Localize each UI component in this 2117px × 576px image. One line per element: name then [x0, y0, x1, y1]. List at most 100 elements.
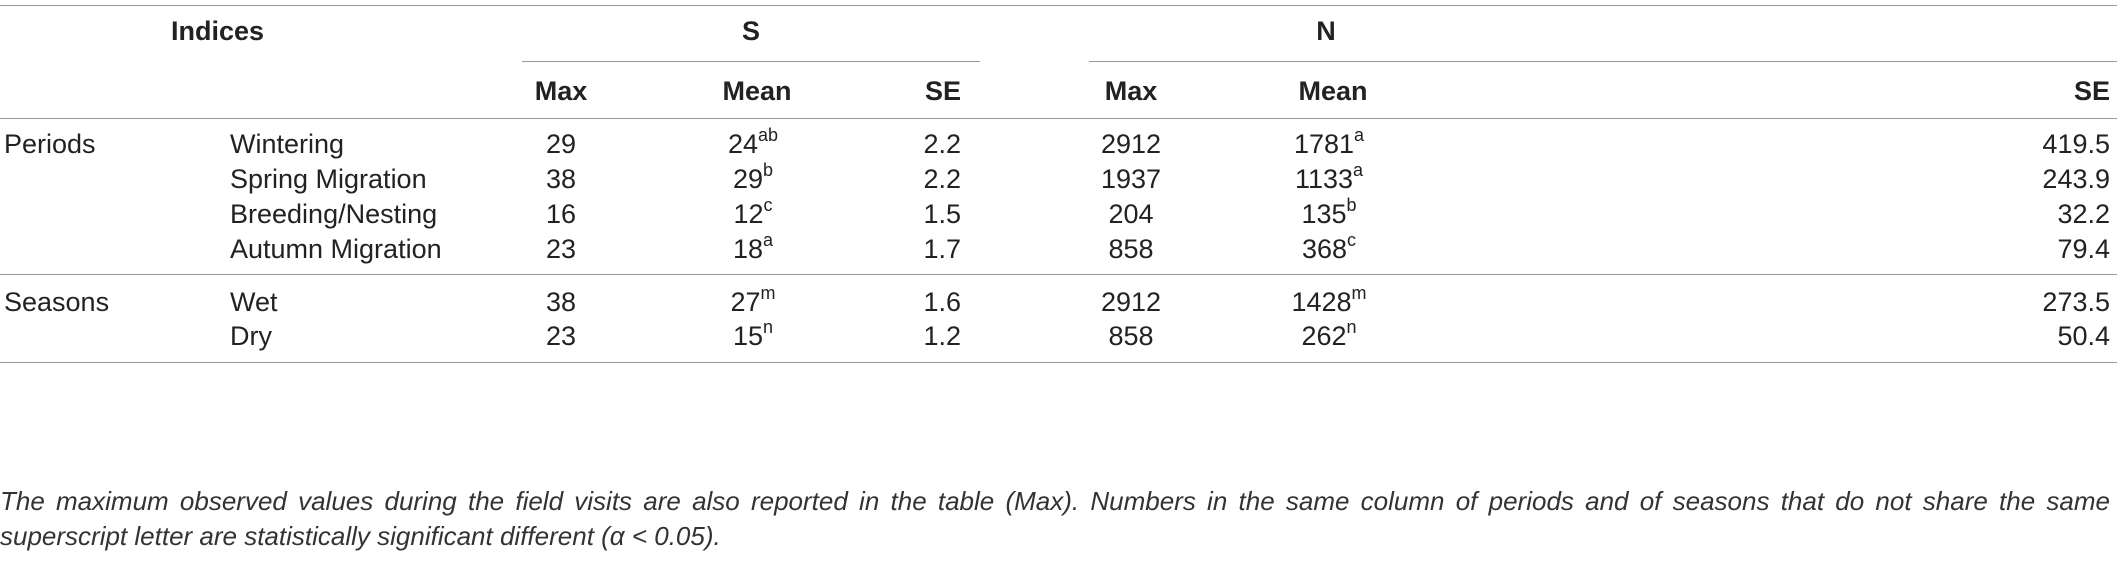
- n-mean-cell: 1133a: [1295, 160, 1364, 196]
- s-se-cell: 1.7: [923, 232, 961, 266]
- n-max-cell: 204: [1108, 197, 1153, 231]
- n-mean-cell: 135b: [1301, 196, 1356, 231]
- row-label: Wintering: [230, 127, 344, 161]
- n-se-cell: 243.9: [2042, 162, 2110, 196]
- s-se-cell: 2.2: [923, 162, 961, 196]
- s-max-cell-value: 38: [545, 164, 577, 194]
- s-mean-cell: 12c: [733, 195, 773, 231]
- s-mean-cell-value: 15: [732, 321, 764, 351]
- s-group-rule: [522, 61, 980, 62]
- s-max-cell: 29: [546, 127, 576, 161]
- s-max-cell: 38: [546, 285, 576, 319]
- significance-letter: m: [1351, 283, 1367, 303]
- significance-letter: m: [760, 283, 776, 303]
- significance-letter: n: [1346, 317, 1357, 337]
- n-mean-cell-value: 368: [1301, 234, 1348, 264]
- row-label-value: Wet: [230, 287, 278, 317]
- s-mean-header: Mean: [722, 76, 792, 106]
- s-max-cell: 23: [546, 319, 576, 353]
- n-max-cell: 858: [1108, 319, 1153, 353]
- row-label-value: Autumn Migration: [230, 234, 442, 264]
- row-label: Dry: [230, 319, 272, 353]
- significance-letter: n: [763, 317, 774, 337]
- s-mean-cell-value: 12: [733, 199, 764, 229]
- n-se-cell-value: 50.4: [2057, 321, 2110, 351]
- n-max-cell: 858: [1108, 232, 1153, 266]
- n-mean-cell: 1428m: [1291, 283, 1367, 319]
- n-se-cell-value: 273.5: [2042, 287, 2110, 317]
- n-mean-cell: 1781a: [1294, 125, 1365, 161]
- s-max-cell-value: 16: [545, 199, 577, 229]
- significance-letter: a: [1353, 160, 1364, 180]
- row-label: Breeding/Nesting: [230, 197, 437, 231]
- s-max-cell: 38: [546, 162, 576, 196]
- n-max-header: Max: [1104, 76, 1158, 106]
- n-se-cell: 50.4: [2057, 319, 2110, 353]
- n-max-cell: 2912: [1101, 285, 1161, 319]
- periods-seasons-divider: [0, 274, 2117, 275]
- n-se-cell-value: 243.9: [2042, 164, 2110, 194]
- s-mean-cell: 15n: [732, 317, 774, 353]
- row-label: Wet: [230, 285, 278, 319]
- s-mean-cell: 29b: [732, 160, 774, 196]
- significance-letter: ab: [758, 125, 779, 145]
- n-mean-cell-value: 262: [1301, 321, 1347, 351]
- n-group-rule: [1089, 61, 2117, 62]
- n-mean-cell-value: 135: [1301, 199, 1347, 229]
- significance-letter: c: [763, 195, 773, 215]
- s-se-cell-value: 1.2: [923, 321, 961, 351]
- s-max-cell-value: 29: [545, 129, 577, 159]
- n-se-cell: 79.4: [2057, 232, 2110, 266]
- n-mean-cell: 368c: [1301, 231, 1356, 266]
- n-se-cell-value: 419.5: [2042, 129, 2110, 159]
- s-mean-cell: 24ab: [728, 125, 779, 161]
- s-max-cell: 16: [546, 197, 576, 231]
- row-label-value: Wintering: [230, 129, 345, 159]
- n-max-cell: 2912: [1101, 127, 1161, 161]
- table-top-rule: [0, 5, 2117, 6]
- s-se-cell-value: 1.5: [923, 199, 961, 229]
- row-group-label: Seasons: [4, 285, 109, 319]
- s-max-cell: 23: [546, 232, 576, 266]
- s-se-cell-value: 1.6: [923, 287, 961, 317]
- s-se-cell-value: 1.7: [923, 234, 961, 264]
- n-max-cell-value: 858: [1108, 321, 1154, 351]
- s-se-cell-value: 2.2: [923, 164, 961, 194]
- s-mean-cell: 27m: [730, 283, 776, 319]
- s-se-cell: 2.2: [923, 127, 961, 161]
- n-max-cell: 1937: [1101, 162, 1161, 196]
- n-group-header: N: [1316, 16, 1336, 46]
- s-mean-cell: 18a: [733, 231, 773, 266]
- n-max-cell-value: 204: [1108, 199, 1154, 229]
- n-max-cell-value: 858: [1108, 234, 1154, 264]
- n-se-cell: 32.2: [2057, 197, 2110, 231]
- n-mean-cell-value: 1428: [1291, 287, 1352, 317]
- s-mean-cell-value: 27: [730, 287, 761, 317]
- significance-letter: b: [763, 160, 774, 180]
- s-se-header: SE: [924, 76, 961, 106]
- table-footnote: The maximum observed values during the f…: [0, 486, 2110, 551]
- s-mean-cell-value: 29: [732, 164, 764, 194]
- header-bottom-rule: [0, 118, 2117, 119]
- s-group-header: S: [741, 16, 761, 46]
- row-label-value: Dry: [230, 321, 272, 351]
- indices-header: Indices: [171, 16, 265, 46]
- n-mean-header: Mean: [1298, 76, 1368, 106]
- n-se-cell-value: 32.2: [2057, 199, 2110, 229]
- s-se-cell: 1.5: [923, 197, 961, 231]
- s-max-cell-value: 23: [545, 234, 577, 264]
- row-group-label-value: Periods: [4, 129, 96, 159]
- n-se-cell: 419.5: [2042, 127, 2110, 161]
- n-mean-cell: 262n: [1301, 317, 1357, 353]
- n-max-cell-value: 2912: [1100, 287, 1162, 317]
- row-label: Autumn Migration: [230, 232, 442, 266]
- significance-letter: a: [1354, 125, 1365, 145]
- s-max-cell-value: 38: [545, 287, 577, 317]
- n-se-header: SE: [2073, 76, 2110, 106]
- row-group-label: Periods: [4, 127, 96, 161]
- n-se-cell-value: 79.4: [2057, 234, 2110, 264]
- s-se-cell: 1.2: [923, 319, 961, 353]
- row-label-value: Breeding/Nesting: [230, 199, 438, 229]
- s-se-cell-value: 2.2: [923, 129, 961, 159]
- table-bottom-rule: [0, 362, 2117, 363]
